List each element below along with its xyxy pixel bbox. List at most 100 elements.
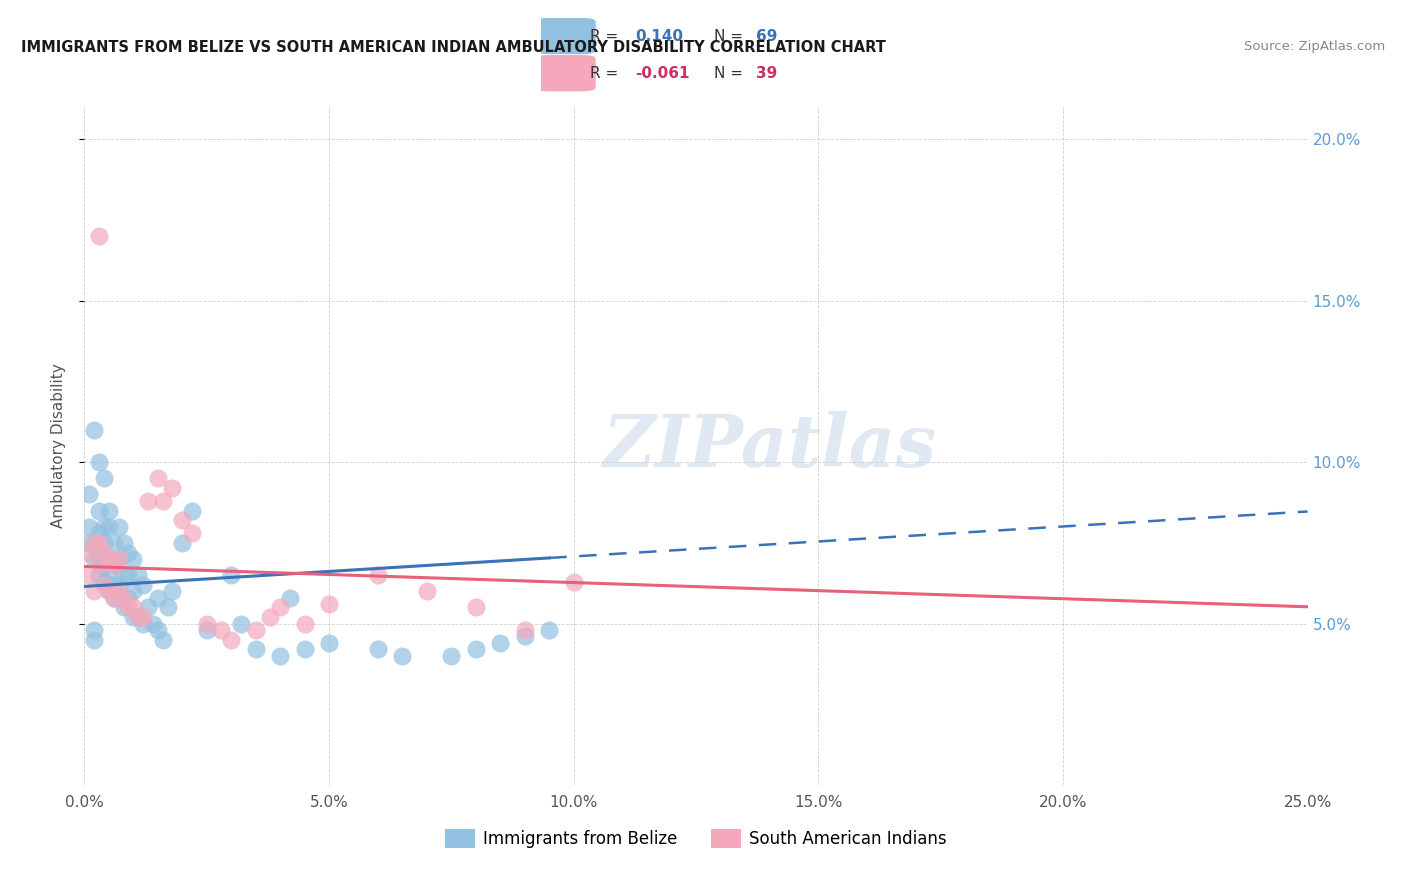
Point bbox=[83, 623, 105, 637]
Point bbox=[156, 600, 179, 615]
Point bbox=[367, 568, 389, 582]
Point bbox=[318, 636, 340, 650]
Point bbox=[132, 616, 155, 631]
Point bbox=[181, 526, 204, 541]
Point bbox=[269, 600, 291, 615]
Point bbox=[142, 616, 165, 631]
Point bbox=[122, 552, 145, 566]
Point bbox=[294, 642, 316, 657]
Point bbox=[93, 471, 115, 485]
Point bbox=[132, 610, 155, 624]
Point bbox=[152, 632, 174, 647]
Point bbox=[146, 623, 169, 637]
Point bbox=[97, 584, 120, 599]
Point bbox=[122, 600, 145, 615]
Point bbox=[162, 481, 184, 495]
Point bbox=[440, 648, 463, 663]
Point bbox=[103, 536, 125, 550]
Point bbox=[97, 552, 120, 566]
Point bbox=[127, 610, 149, 624]
Point bbox=[83, 536, 105, 550]
Point bbox=[112, 591, 135, 605]
Point bbox=[83, 536, 105, 550]
Point bbox=[97, 503, 120, 517]
Point bbox=[103, 578, 125, 592]
Point bbox=[318, 597, 340, 611]
Point bbox=[107, 591, 129, 605]
Point bbox=[77, 536, 100, 550]
Point bbox=[93, 574, 115, 589]
Text: 39: 39 bbox=[756, 66, 778, 80]
Point bbox=[97, 568, 120, 582]
Point bbox=[87, 558, 110, 573]
Point bbox=[97, 519, 120, 533]
Point bbox=[93, 519, 115, 533]
Point bbox=[83, 632, 105, 647]
Text: R =: R = bbox=[589, 66, 623, 80]
Point bbox=[219, 632, 242, 647]
Point bbox=[513, 623, 536, 637]
Point bbox=[146, 591, 169, 605]
Point bbox=[219, 568, 242, 582]
Y-axis label: Ambulatory Disability: Ambulatory Disability bbox=[51, 364, 66, 528]
Point bbox=[195, 623, 218, 637]
Text: IMMIGRANTS FROM BELIZE VS SOUTH AMERICAN INDIAN AMBULATORY DISABILITY CORRELATIO: IMMIGRANTS FROM BELIZE VS SOUTH AMERICAN… bbox=[21, 40, 886, 55]
Text: R =: R = bbox=[589, 29, 623, 44]
Point bbox=[83, 584, 105, 599]
Point bbox=[132, 578, 155, 592]
Point bbox=[122, 584, 145, 599]
Text: -0.061: -0.061 bbox=[636, 66, 689, 80]
Point bbox=[87, 229, 110, 244]
Point bbox=[209, 623, 232, 637]
Point bbox=[103, 558, 125, 573]
Point bbox=[562, 574, 585, 589]
Point bbox=[77, 545, 100, 559]
Point bbox=[146, 471, 169, 485]
Text: Source: ZipAtlas.com: Source: ZipAtlas.com bbox=[1244, 40, 1385, 54]
Point bbox=[489, 636, 512, 650]
Point bbox=[112, 536, 135, 550]
Point bbox=[162, 584, 184, 599]
Point bbox=[83, 552, 105, 566]
Point bbox=[87, 526, 110, 541]
Point bbox=[87, 568, 110, 582]
FancyBboxPatch shape bbox=[536, 55, 596, 91]
Point bbox=[87, 552, 110, 566]
Point bbox=[195, 616, 218, 631]
Point bbox=[83, 423, 105, 437]
Point bbox=[107, 552, 129, 566]
Point bbox=[136, 494, 159, 508]
Point bbox=[172, 536, 194, 550]
Point bbox=[464, 600, 486, 615]
Point bbox=[538, 623, 561, 637]
Text: N =: N = bbox=[714, 29, 748, 44]
Point bbox=[107, 584, 129, 599]
Point bbox=[117, 568, 139, 582]
Point bbox=[103, 591, 125, 605]
Point bbox=[269, 648, 291, 663]
Point bbox=[172, 513, 194, 527]
Point bbox=[107, 578, 129, 592]
Point bbox=[87, 545, 110, 559]
Text: 0.140: 0.140 bbox=[636, 29, 683, 44]
Legend: Immigrants from Belize, South American Indians: Immigrants from Belize, South American I… bbox=[439, 822, 953, 855]
Point bbox=[136, 600, 159, 615]
Point bbox=[117, 591, 139, 605]
Point bbox=[117, 600, 139, 615]
Point bbox=[278, 591, 301, 605]
Point bbox=[107, 519, 129, 533]
Point bbox=[103, 591, 125, 605]
Point bbox=[107, 552, 129, 566]
Point bbox=[229, 616, 252, 631]
Point bbox=[112, 568, 135, 582]
Point bbox=[77, 519, 100, 533]
Text: 69: 69 bbox=[756, 29, 778, 44]
Point bbox=[112, 600, 135, 615]
Point bbox=[77, 568, 100, 582]
Point bbox=[122, 610, 145, 624]
Text: ZIPatlas: ZIPatlas bbox=[602, 410, 936, 482]
Point bbox=[245, 623, 267, 637]
Point bbox=[127, 610, 149, 624]
Point bbox=[152, 494, 174, 508]
Point bbox=[93, 578, 115, 592]
